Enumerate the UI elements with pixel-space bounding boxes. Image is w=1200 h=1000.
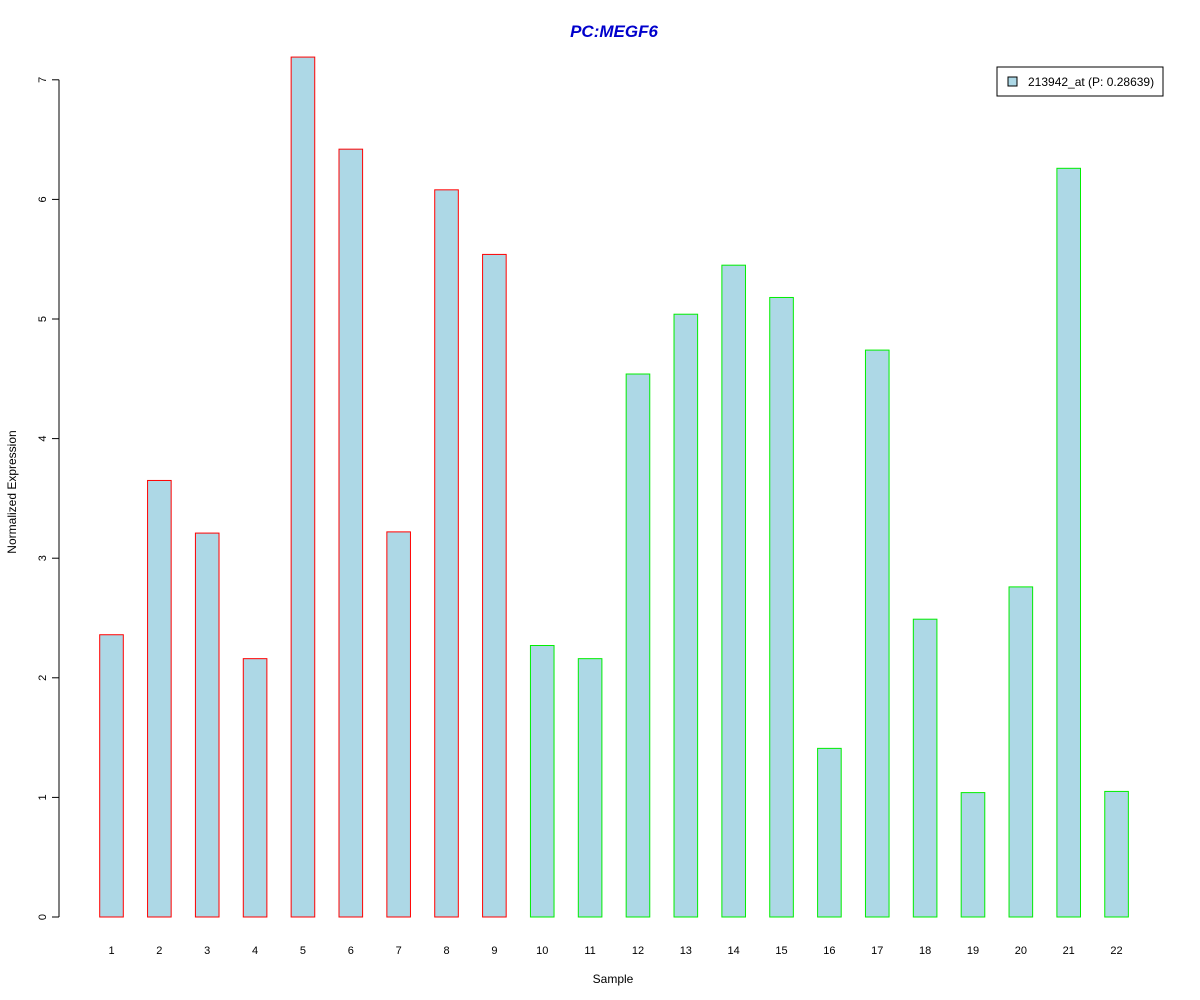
bar-sample-18 bbox=[912, 618, 938, 918]
y-axis-label: Normalized Expression bbox=[5, 430, 19, 553]
y-tick-label: 1 bbox=[37, 794, 49, 800]
bar-sample-13 bbox=[673, 313, 699, 918]
x-tick-label: 6 bbox=[348, 945, 354, 957]
x-tick-label: 16 bbox=[823, 945, 835, 957]
bar-sample-10 bbox=[529, 645, 555, 918]
bar-sample-11 bbox=[577, 658, 603, 918]
bars bbox=[99, 56, 1129, 918]
x-tick-label: 1 bbox=[108, 945, 114, 957]
x-tick-label: 20 bbox=[1015, 945, 1027, 957]
y-tick-label: 6 bbox=[37, 196, 49, 202]
y-tick-label: 4 bbox=[37, 436, 49, 442]
bar-sample-19 bbox=[960, 792, 986, 918]
x-tick-label: 11 bbox=[584, 945, 595, 957]
legend: 213942_at (P: 0.28639) bbox=[996, 66, 1164, 97]
x-tick-label: 21 bbox=[1063, 945, 1075, 957]
x-axis: 1 2 3 4 5 6 7 8 9 10 11 12 13 14 15 16 17 18 19 20 21 22 bbox=[108, 945, 1122, 957]
bar-sample-4 bbox=[242, 658, 268, 918]
bar-sample-20 bbox=[1008, 586, 1034, 918]
x-tick-label: 17 bbox=[871, 945, 883, 957]
legend-entry: 213942_at (P: 0.28639) bbox=[1028, 75, 1154, 89]
bar-sample-14 bbox=[721, 264, 746, 918]
y-tick-label: 2 bbox=[37, 675, 49, 681]
x-tick-label: 7 bbox=[396, 945, 402, 957]
x-axis-label: Sample bbox=[593, 972, 634, 986]
bar-sample-6 bbox=[338, 148, 364, 918]
bar-sample-22 bbox=[1104, 790, 1129, 918]
bar-sample-12 bbox=[625, 373, 651, 918]
bar-sample-7 bbox=[386, 531, 411, 918]
y-tick-label: 5 bbox=[37, 316, 49, 322]
x-tick-label: 15 bbox=[775, 945, 787, 957]
bar-sample-3 bbox=[194, 532, 220, 918]
bar-sample-5 bbox=[290, 56, 316, 918]
x-tick-label: 3 bbox=[204, 945, 210, 957]
bar-sample-9 bbox=[482, 253, 507, 918]
bar-sample-21 bbox=[1056, 167, 1082, 918]
x-tick-label: 2 bbox=[156, 945, 162, 957]
bar-sample-16 bbox=[817, 747, 842, 918]
x-tick-label: 22 bbox=[1110, 945, 1122, 957]
bar-sample-8 bbox=[434, 189, 459, 918]
legend-swatch bbox=[1007, 76, 1018, 87]
chart-title: PC:MEGF6 bbox=[570, 22, 658, 41]
y-tick-label: 0 bbox=[37, 914, 49, 920]
bar-sample-17 bbox=[864, 349, 890, 918]
x-tick-label: 18 bbox=[919, 945, 931, 957]
y-tick-label: 7 bbox=[37, 77, 49, 83]
x-tick-label: 5 bbox=[300, 945, 306, 957]
x-tick-label: 14 bbox=[728, 945, 740, 957]
x-tick-label: 10 bbox=[536, 945, 548, 957]
bar-sample-1 bbox=[99, 634, 124, 918]
x-tick-label: 4 bbox=[252, 945, 258, 957]
x-tick-label: 19 bbox=[967, 945, 979, 957]
x-tick-label: 8 bbox=[443, 945, 449, 957]
y-tick-label: 3 bbox=[37, 555, 49, 561]
legend-box bbox=[996, 66, 1164, 97]
bar-sample-15 bbox=[769, 296, 794, 918]
x-tick-label: 9 bbox=[491, 945, 497, 957]
y-axis: 0 1 2 3 4 5 6 7 bbox=[37, 77, 60, 920]
x-tick-label: 12 bbox=[632, 945, 644, 957]
x-tick-label: 13 bbox=[680, 945, 692, 957]
bar-sample-2 bbox=[147, 479, 172, 918]
